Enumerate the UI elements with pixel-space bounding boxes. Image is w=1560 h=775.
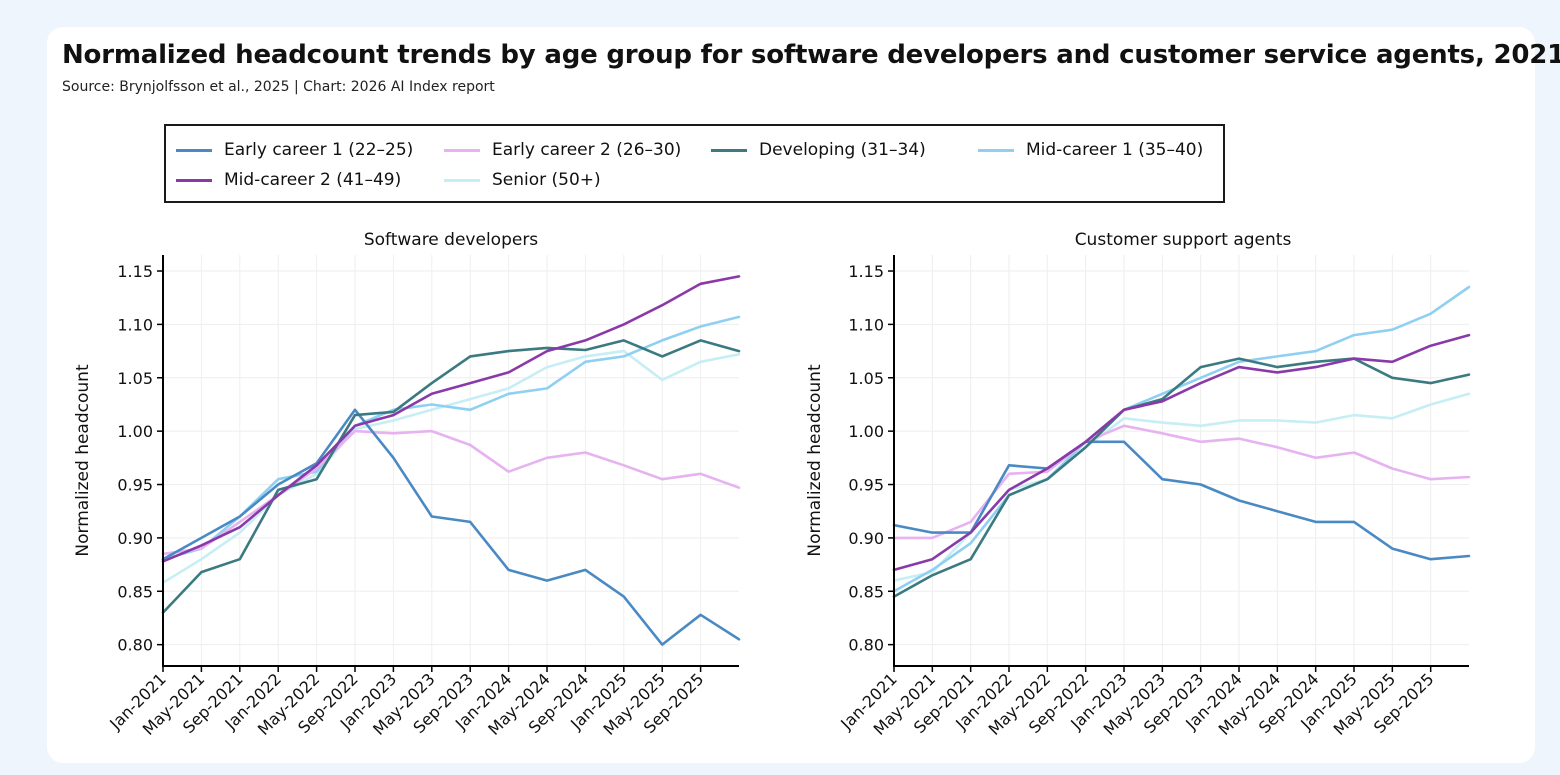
y-tick-label: 0.85 [848,582,884,601]
legend-swatch [978,148,1014,152]
series-line-early-career-1-22-25 [892,440,1471,561]
y-tick-label: 0.80 [848,636,884,655]
legend-label: Early career 1 (22–25) [224,140,414,160]
y-tick-label: 1.15 [117,262,153,281]
legend-label: Senior (50+) [492,170,601,190]
legend-label: Early career 2 (26–30) [492,140,682,160]
series-line-senior-50 [161,349,741,585]
y-axis-label: Normalized headcount [805,364,825,557]
panel-title: Software developers [364,230,538,250]
legend-swatch [711,148,747,152]
y-tick-label: 0.95 [117,476,153,495]
chart-title: Normalized headcount trends by age group… [62,40,1560,70]
legend-item-mid-career-1: Mid-career 1 (35–40) [978,140,1203,160]
legend-label: Developing (31–34) [759,140,926,160]
y-tick-label: 1.10 [848,315,884,334]
legend-item-early-career-1: Early career 1 (22–25) [176,140,413,160]
chart-source: Source: Brynjolfsson et al., 2025 | Char… [62,79,495,95]
y-tick-label: 1.05 [117,369,153,388]
legend-swatch [444,178,480,182]
series-line-developing-31-34 [892,357,1471,598]
legend-swatch [444,148,480,152]
y-tick-label: 0.90 [848,529,884,548]
y-tick-label: 0.95 [848,476,884,495]
legend-swatch [176,148,212,152]
y-tick-label: 1.00 [117,422,153,441]
series-line-mid-career-1-35-40 [892,285,1471,593]
legend-item-senior: Senior (50+) [444,170,601,190]
series-line-early-career-1-22-25 [161,408,741,646]
series-line-early-career-2-26-30 [161,429,741,556]
panel-title: Customer support agents [1075,230,1292,250]
chart-panel-customer-support-agents: Customer support agents Normalized headco… [805,230,1471,739]
legend-item-mid-career-2: Mid-career 2 (41–49) [176,170,401,190]
y-axis-label: Normalized headcount [73,364,93,557]
legend-item-developing: Developing (31–34) [711,140,926,160]
legend: Early career 1 (22–25) Early career 2 (2… [164,124,1225,203]
y-tick-label: 1.05 [848,369,884,388]
series-line-senior-50 [892,392,1471,582]
y-tick-label: 1.15 [848,262,884,281]
y-tick-label: 0.80 [117,636,153,655]
y-tick-label: 0.85 [117,582,153,601]
legend-item-early-career-2: Early career 2 (26–30) [444,140,681,160]
legend-label: Mid-career 1 (35–40) [1026,140,1204,160]
y-tick-label: 0.90 [117,529,153,548]
series-line-mid-career-2-41-49 [161,275,741,563]
y-tick-label: 1.10 [117,315,153,334]
legend-swatch [176,178,212,182]
chart-panel-software-developers: Software developers Normalized headcount 0… [73,230,741,739]
series-line-mid-career-2-41-49 [892,333,1471,572]
y-tick-label: 1.00 [848,422,884,441]
series-line-developing-31-34 [161,339,741,614]
legend-label: Mid-career 2 (41–49) [224,170,402,190]
